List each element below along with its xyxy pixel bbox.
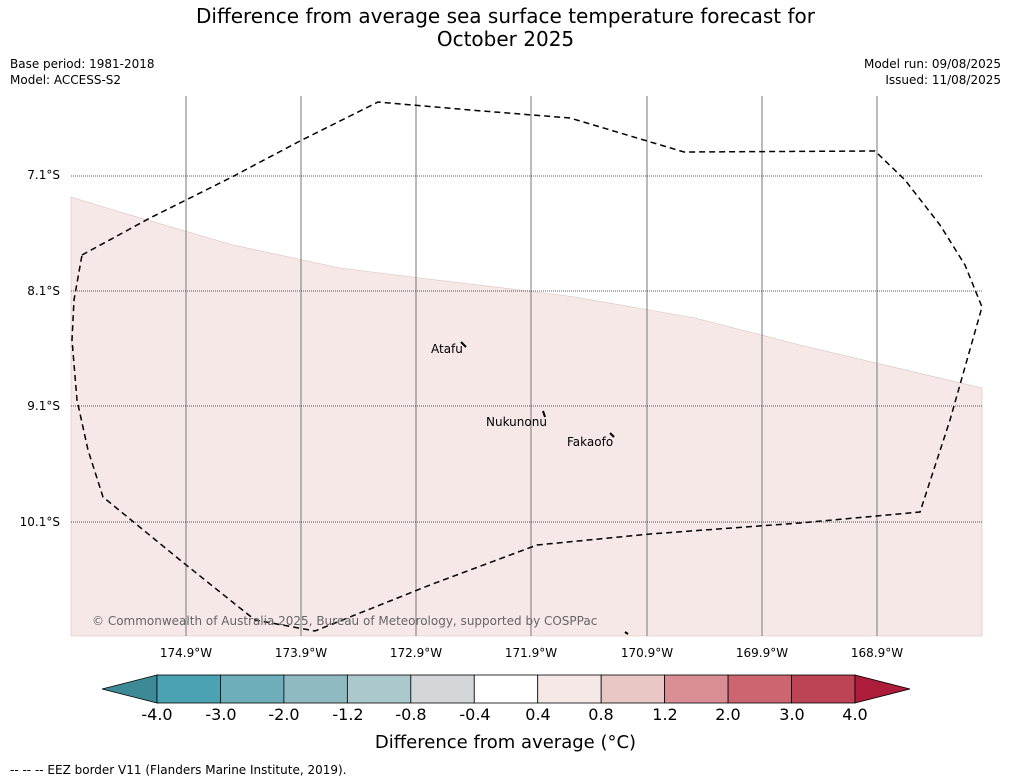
lon-label-171.9: 171.9°W: [504, 646, 558, 660]
lat-label-9.1: 9.1°S: [27, 399, 60, 413]
meridian-lines: [185, 96, 878, 636]
colorbar-tick: -3.0: [205, 705, 237, 724]
island-label-nukunonu: Nukunonu: [486, 415, 547, 429]
colorbar-tick: -0.4: [459, 705, 491, 724]
colorbar-over-arrow: [854, 674, 911, 704]
colorbar-bin: [600, 674, 666, 704]
lon-label-174.9: 174.9°W: [159, 646, 213, 660]
eez-footnote: -- -- -- EEZ border V11 (Flanders Marine…: [10, 763, 347, 777]
colorbar-tick: 3.0: [779, 705, 805, 724]
colorbar: [101, 674, 911, 704]
atafu-island-shape: [460, 341, 467, 348]
map-title: Difference from average sea surface temp…: [0, 5, 1011, 51]
colorbar-tick: 4.0: [842, 705, 868, 724]
colorbar-tick: 0.4: [525, 705, 551, 724]
colorbar-bin: [473, 674, 539, 704]
colorbar-under-arrow: [101, 674, 158, 704]
lat-label-10.1: 10.1°S: [19, 515, 60, 529]
island-label-fakaofo: Fakaofo: [567, 435, 614, 449]
colorbar-bin: [727, 674, 792, 704]
model-info: Base period: 1981-2018 Model: ACCESS-S2: [10, 56, 155, 88]
lat-label-8.1: 8.1°S: [27, 284, 60, 298]
nukunonu-island-shape: [542, 410, 546, 418]
lon-label-172.9: 172.9°W: [389, 646, 443, 660]
colorbar-bin: [156, 674, 221, 704]
colorbar-bin: [410, 674, 475, 704]
lon-label-168.9: 168.9°W: [850, 646, 904, 660]
colorbar-tick: 2.0: [715, 705, 741, 724]
island-label-atafu: Atafu: [431, 342, 463, 356]
colorbar-tick: 1.2: [652, 705, 678, 724]
colorbar-bins: [156, 674, 856, 704]
title-line-2: October 2025: [436, 27, 575, 51]
colorbar-bin: [283, 674, 348, 704]
swains-island-shape: [624, 631, 629, 635]
fakaofo-island-shape: [609, 432, 615, 438]
lon-label-170.9: 170.9°W: [620, 646, 674, 660]
colorbar-bin: [664, 674, 729, 704]
colorbar-tick: -0.8: [395, 705, 427, 724]
eez-border: [71, 101, 983, 632]
colorbar-bin: [346, 674, 412, 704]
colorbar-tick: 0.8: [588, 705, 614, 724]
colorbar-bin: [537, 674, 602, 704]
colorbar-tick: -4.0: [141, 705, 173, 724]
colorbar-tick: -2.0: [268, 705, 300, 724]
lon-label-173.9: 173.9°W: [274, 646, 328, 660]
anomaly-region: [70, 196, 983, 637]
issued-text: Issued: 11/08/2025: [885, 73, 1001, 87]
run-info: Model run: 09/08/2025 Issued: 11/08/2025: [864, 56, 1001, 88]
model-run-text: Model run: 09/08/2025: [863, 57, 1001, 71]
colorbar-bin: [791, 674, 856, 704]
colorbar-bin: [220, 674, 285, 704]
model-text: Model: ACCESS-S2: [10, 73, 122, 87]
lon-label-169.9: 169.9°W: [735, 646, 789, 660]
copyright-text: © Commonwealth of Australia 2025, Bureau…: [92, 614, 598, 628]
colorbar-tick: -1.2: [332, 705, 364, 724]
lat-label-7.1: 7.1°S: [27, 168, 60, 182]
title-line-1: Difference from average sea surface temp…: [195, 4, 815, 28]
base-period-text: Base period: 1981-2018: [10, 57, 155, 71]
colorbar-label: Difference from average (°C): [374, 732, 637, 753]
